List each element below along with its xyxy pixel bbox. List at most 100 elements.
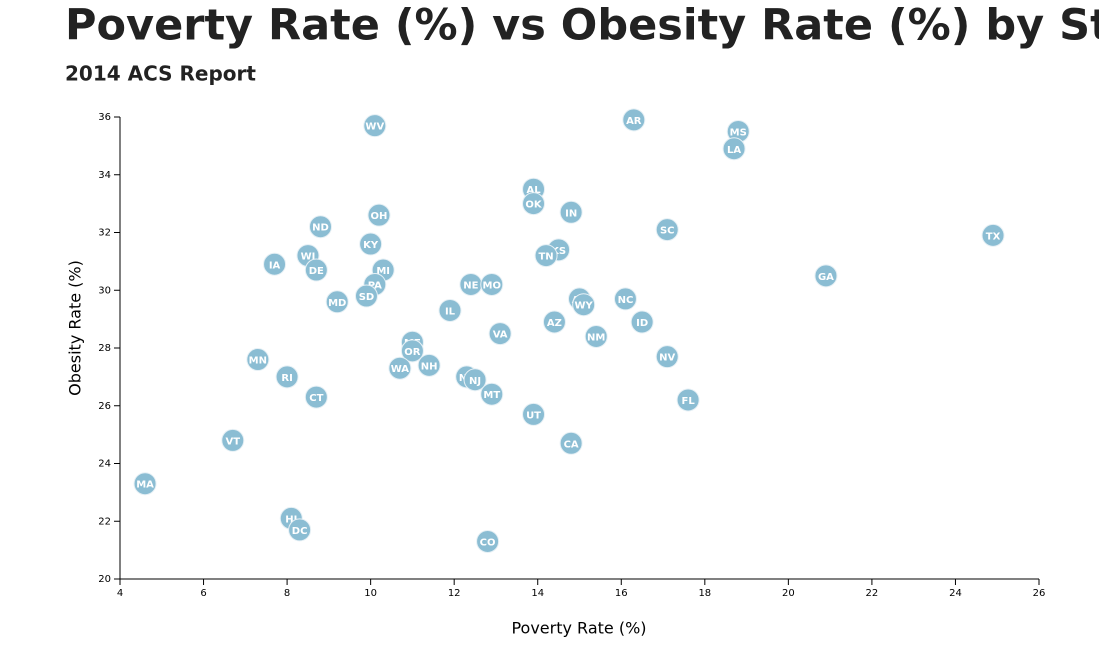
point xyxy=(622,108,646,132)
point xyxy=(359,232,383,256)
y-tick-label: 32 xyxy=(98,228,111,239)
x-tick-label: 8 xyxy=(284,588,290,599)
chart-subtitle: 2014 ACS Report xyxy=(65,62,256,86)
point xyxy=(655,218,679,242)
point xyxy=(480,272,504,296)
point xyxy=(559,431,583,455)
point-label: OK xyxy=(525,200,543,211)
point-label: OR xyxy=(404,347,421,358)
y-tick-label: 20 xyxy=(98,574,111,585)
point-label: CA xyxy=(564,439,579,450)
point-label: NH xyxy=(421,361,438,372)
x-tick-label: 14 xyxy=(531,588,544,599)
point-label: MN xyxy=(249,356,267,367)
point-label: GA xyxy=(818,272,834,283)
point-label: NE xyxy=(463,280,478,291)
point xyxy=(304,258,328,282)
point-label: DE xyxy=(309,266,324,277)
point-label: IL xyxy=(445,306,456,317)
y-tick-label: 24 xyxy=(98,459,111,470)
point-label: AZ xyxy=(547,318,562,329)
point xyxy=(559,200,583,224)
point xyxy=(463,368,487,392)
x-tick-label: 24 xyxy=(949,588,962,599)
point-label: MA xyxy=(136,480,154,491)
point-label: WY xyxy=(575,301,594,312)
point xyxy=(814,264,838,288)
point-label: AR xyxy=(626,116,642,127)
point xyxy=(275,365,299,389)
point-label: MT xyxy=(483,390,500,401)
point-label: MD xyxy=(328,298,346,309)
point xyxy=(263,252,287,276)
x-tick-label: 16 xyxy=(615,588,628,599)
point xyxy=(522,192,546,216)
point-label: WI xyxy=(301,252,316,263)
y-tick-label: 30 xyxy=(98,285,111,296)
point xyxy=(388,356,412,380)
point-label: HI xyxy=(285,514,297,525)
x-tick-label: 4 xyxy=(117,588,123,599)
point-label: SD xyxy=(359,292,375,303)
point-label: VA xyxy=(493,330,508,341)
point-label: SC xyxy=(660,226,675,237)
point xyxy=(534,244,558,268)
point-label: IA xyxy=(269,260,281,271)
point xyxy=(584,324,608,348)
y-tick-label: 34 xyxy=(98,170,111,181)
y-axis-label: Obesity Rate (%) xyxy=(66,260,85,396)
point-label: CT xyxy=(309,393,323,404)
point xyxy=(246,348,270,372)
point-label: KY xyxy=(363,240,379,251)
point-label: NV xyxy=(659,353,675,364)
point-label: IN xyxy=(565,208,577,219)
point xyxy=(572,293,596,317)
y-tick-label: 28 xyxy=(98,343,111,354)
point-label: UT xyxy=(526,410,541,421)
point xyxy=(363,114,387,138)
point-label: LA xyxy=(727,145,741,156)
x-tick-label: 20 xyxy=(782,588,795,599)
point xyxy=(221,428,245,452)
point-label: MI xyxy=(376,266,390,277)
x-axis-label: Poverty Rate (%) xyxy=(511,619,646,638)
point xyxy=(655,345,679,369)
point xyxy=(722,137,746,161)
point-label: WA xyxy=(391,364,410,375)
point xyxy=(613,287,637,311)
point xyxy=(981,223,1005,247)
point-label: NJ xyxy=(469,376,481,387)
y-tick-label: 22 xyxy=(98,516,111,527)
point xyxy=(417,353,441,377)
point-label: NM xyxy=(587,332,605,343)
point-label: OH xyxy=(371,211,388,222)
point xyxy=(325,290,349,314)
point xyxy=(309,215,333,239)
point xyxy=(488,322,512,346)
point-label: DC xyxy=(292,526,308,537)
point-label: AL xyxy=(526,185,541,196)
point xyxy=(133,472,157,496)
point xyxy=(542,310,566,334)
point xyxy=(522,402,546,426)
x-tick-label: 12 xyxy=(448,588,461,599)
point-label: VT xyxy=(226,436,241,447)
point-label: PA xyxy=(368,280,382,291)
point xyxy=(354,284,378,308)
point xyxy=(438,298,462,322)
point xyxy=(630,310,654,334)
point-label: MO xyxy=(483,280,501,291)
point-label: MS xyxy=(730,127,747,138)
point-label: RI xyxy=(281,373,292,384)
chart-title: Poverty Rate (%) vs Obesity Rate (%) by … xyxy=(65,1,1099,51)
x-tick-label: 6 xyxy=(200,588,206,599)
point xyxy=(367,203,391,227)
x-tick-label: 18 xyxy=(698,588,711,599)
x-tick-label: 26 xyxy=(1033,588,1046,599)
point-label: TN xyxy=(538,252,553,263)
point-label: FL xyxy=(682,396,696,407)
point xyxy=(288,518,312,542)
point-label: ND xyxy=(312,223,329,234)
point xyxy=(400,339,424,363)
